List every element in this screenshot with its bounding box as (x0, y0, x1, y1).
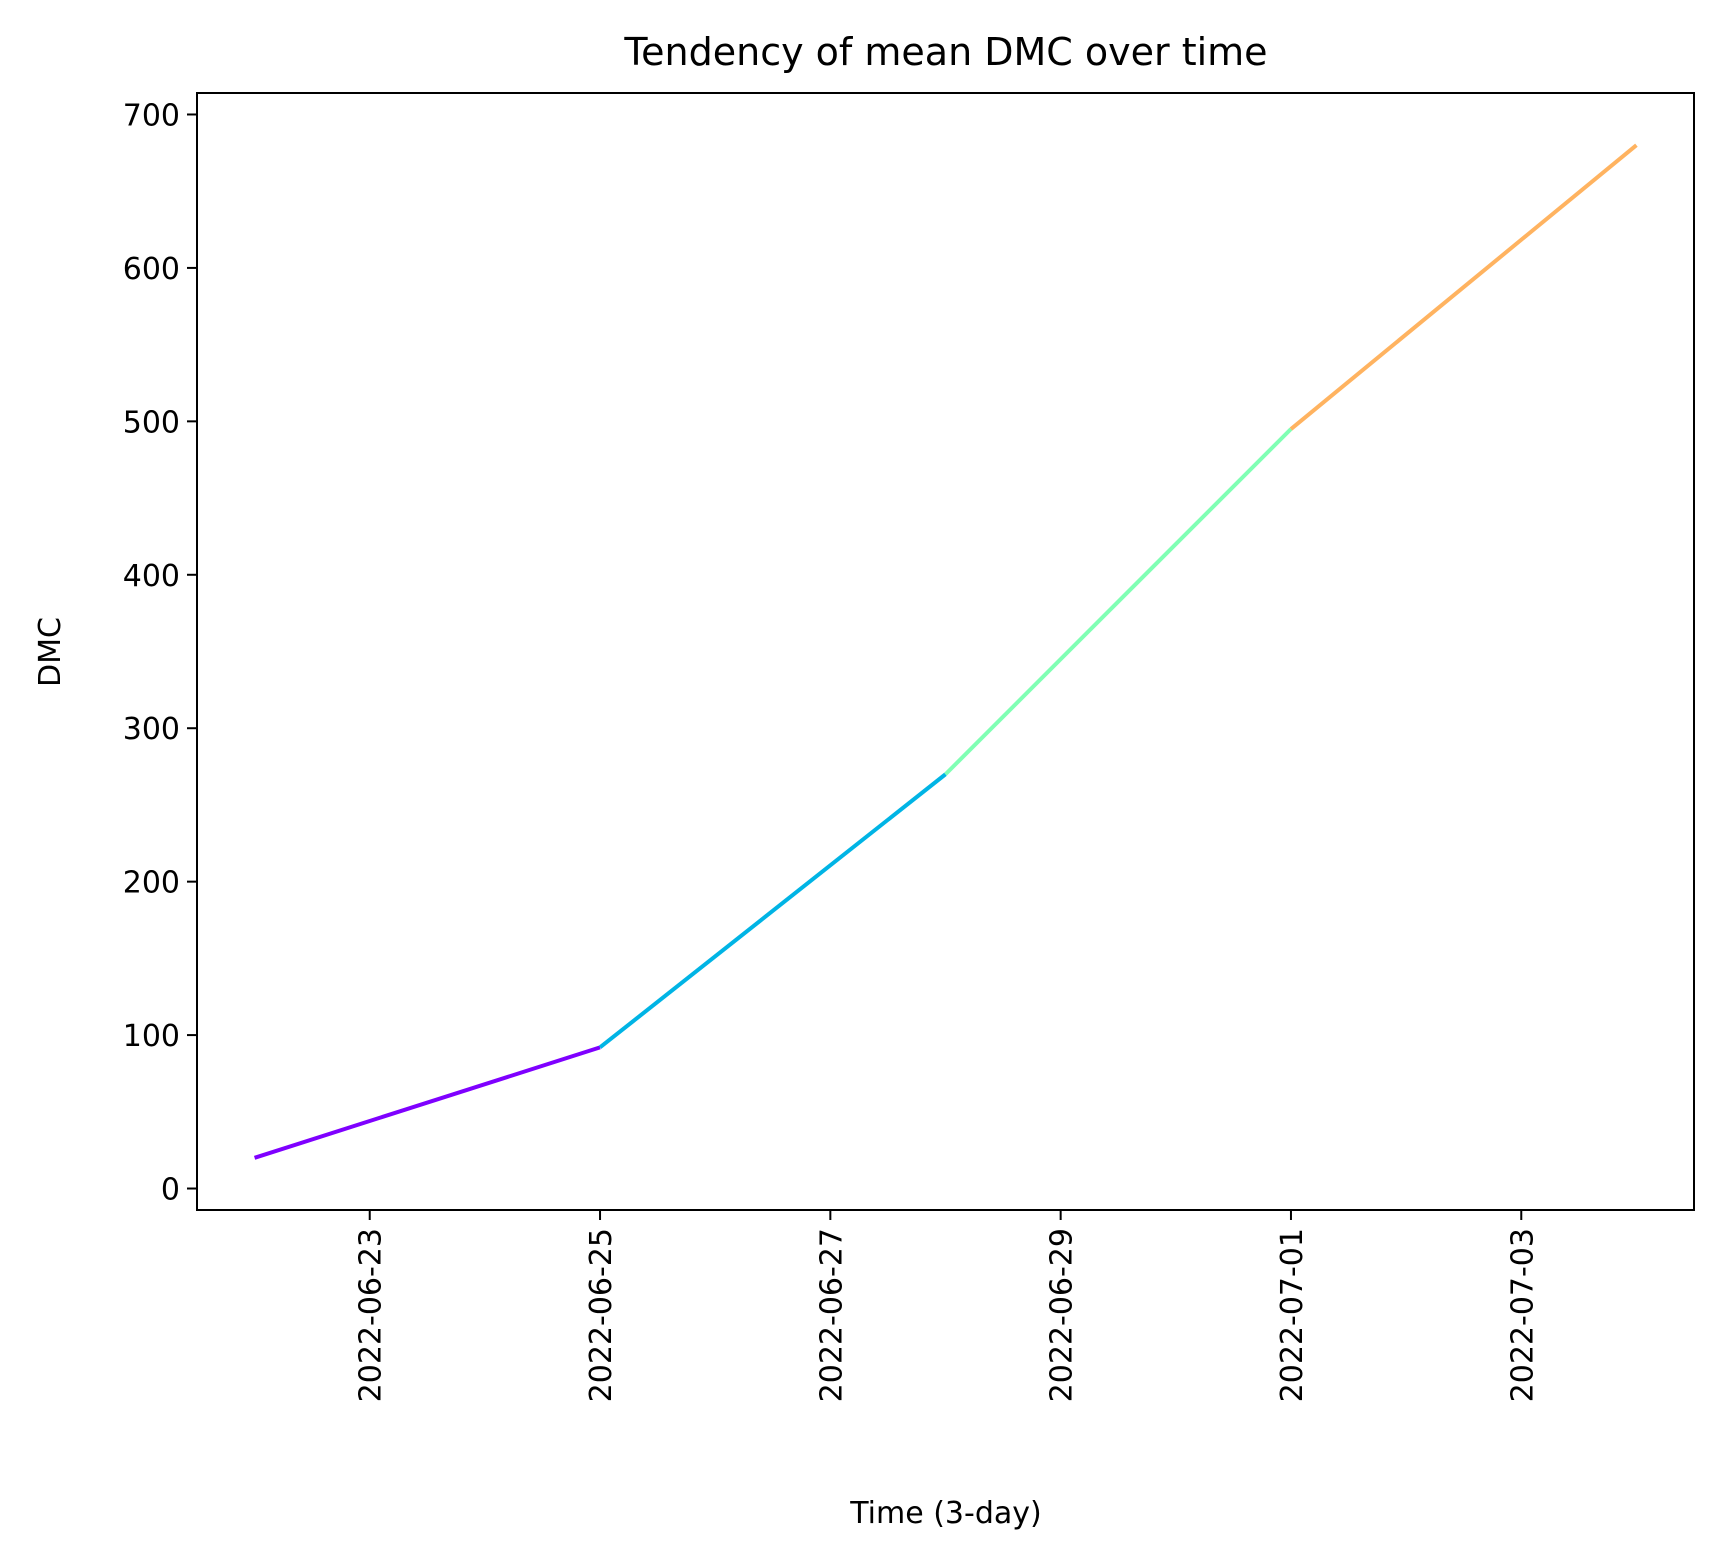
y-tick-label: 500 (123, 405, 180, 440)
x-tick-label: 2022-06-29 (1045, 1228, 1080, 1402)
y-tick-label: 200 (123, 866, 180, 901)
x-tick-label: 2022-06-23 (354, 1228, 389, 1402)
y-tick-label: 400 (123, 559, 180, 594)
x-tick-label: 2022-07-01 (1275, 1228, 1310, 1402)
line-segment (1289, 143, 1638, 431)
y-tick-label: 600 (123, 252, 180, 287)
chart-title: Tendency of mean DMC over time (623, 30, 1267, 74)
plot-area (253, 143, 1638, 1160)
plot-frame (196, 92, 1695, 1211)
line-segment (598, 772, 947, 1049)
y-axis: 0 100 200 300 400 500 600 700 (123, 98, 197, 1208)
y-tick-label: 0 (161, 1173, 180, 1208)
y-tick-label: 100 (123, 1019, 180, 1054)
x-tick-label: 2022-06-27 (814, 1228, 849, 1402)
y-tick-label: 700 (123, 98, 180, 133)
line-segment (253, 1045, 601, 1160)
y-axis-label: DMC (33, 617, 68, 687)
line-segment (944, 427, 1293, 776)
x-axis: 2022-06-23 2022-06-25 2022-06-27 2022-06-29… (354, 1210, 1540, 1402)
y-tick-label: 300 (123, 712, 180, 747)
x-tick-label: 2022-07-03 (1505, 1228, 1540, 1402)
x-tick-label: 2022-06-25 (584, 1228, 619, 1402)
x-axis-label: Time (3-day) (849, 1496, 1041, 1531)
